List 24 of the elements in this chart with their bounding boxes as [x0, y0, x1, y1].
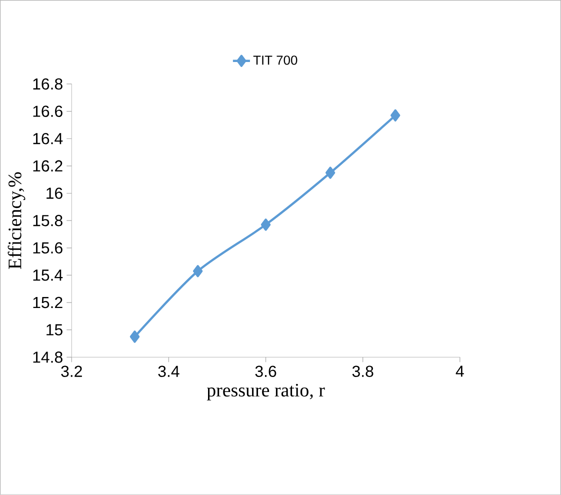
x-tick-label: 3.6: [255, 366, 276, 378]
point: [130, 330, 140, 343]
point: [260, 218, 271, 231]
y-tick-label: 15.8: [33, 214, 62, 226]
y-tick-label: 15.4: [33, 270, 63, 281]
point: [390, 109, 400, 122]
y-tick-label: 16.8: [33, 78, 62, 90]
x-tick-label: 3.4: [158, 366, 180, 378]
y-tick-label: 16.6: [33, 106, 62, 117]
y-tick-label: 15.2: [33, 296, 62, 308]
y-tick-label: 15.6: [33, 242, 62, 254]
y-tick-label: 16: [46, 188, 62, 199]
x-axis-title: pressure ratio, r: [206, 384, 325, 400]
x-tick-label: 3.2: [61, 366, 82, 378]
y-axis-title: Efficiency,%: [8, 172, 26, 269]
x-tick-label: 4: [456, 366, 464, 377]
point: [192, 265, 203, 278]
y-tick-label: 14.8: [33, 352, 62, 363]
y-tick-label: 16.2: [33, 160, 62, 172]
y-tick-label: 15: [46, 324, 62, 336]
legend-label: TIT 700: [253, 56, 298, 65]
y-tick-label: 16.4: [33, 133, 63, 144]
x-tick-label: 3.8: [352, 366, 374, 378]
point: [325, 166, 336, 179]
